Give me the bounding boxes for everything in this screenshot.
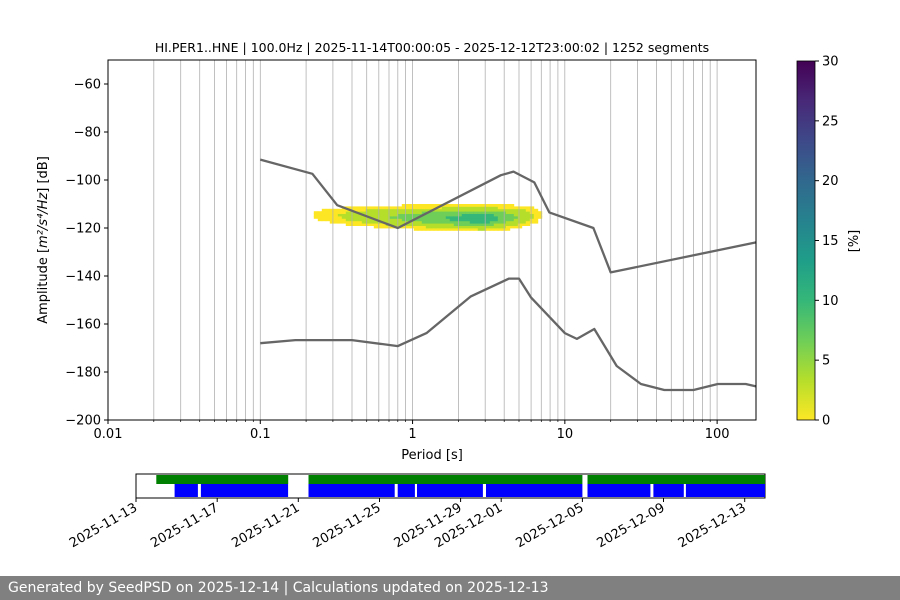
colorbar-tick-label: 30 xyxy=(822,55,839,70)
available-segment xyxy=(308,475,583,484)
x-tick-label: 0.1 xyxy=(250,427,271,442)
processed-segment xyxy=(587,484,651,497)
colorbar-tick-label: 15 xyxy=(822,234,839,249)
timeline-date-label: 2025-12-13 xyxy=(676,500,749,551)
processed-segment xyxy=(200,484,289,497)
colorbar-tick-label: 25 xyxy=(822,114,839,129)
colorbar-tick-label: 5 xyxy=(822,354,830,369)
timeline-date-label: 2025-12-05 xyxy=(513,500,586,551)
colorbar-label: [%] xyxy=(847,230,862,253)
noise-model-curves xyxy=(259,158,757,392)
chart-title: HI.PER1..HNE | 100.0Hz | 2025-11-14T00:0… xyxy=(155,40,709,55)
y-tick-label: −160 xyxy=(65,318,101,333)
processed-segment xyxy=(486,484,583,497)
data-availability-timeline: 2025-11-13 2025-11-17 2025-11-21 2025-11-25… xyxy=(67,473,766,551)
x-tick-label: 10 xyxy=(557,427,574,442)
footer-text: Generated by SeedPSD on 2025-12-14 | Cal… xyxy=(0,576,900,600)
colorbar-tick-label: 20 xyxy=(822,174,839,189)
nhnm-curve xyxy=(259,158,757,274)
timeline-date-label: 2025-11-21 xyxy=(229,500,302,551)
colorbar: 0 5 10 15 20 25 30 xyxy=(796,55,839,429)
processed-segment xyxy=(685,484,765,497)
x-axis-ticks: 0.01 0.1 1 10 100 xyxy=(94,420,730,442)
available-segment xyxy=(156,475,289,484)
y-axis-label-units: m²/s⁴/Hz xyxy=(36,192,51,248)
pdf-heatmap xyxy=(313,204,543,231)
period-gridlines xyxy=(153,60,718,420)
timeline-date-label: 2025-11-13 xyxy=(67,500,140,551)
x-axis-label: Period [s] xyxy=(401,448,463,463)
processed-segment xyxy=(417,484,483,497)
y-tick-label: −60 xyxy=(74,78,101,93)
colorbar-tick-label: 10 xyxy=(822,294,839,309)
y-axis-label-lead: Amplitude [ xyxy=(36,248,51,324)
y-axis-ticks: −60 −80 −100 −120 −140 −160 −180 −200 xyxy=(65,78,108,429)
y-tick-label: −120 xyxy=(65,222,101,237)
x-tick-label: 100 xyxy=(705,427,730,442)
colorbar-tick-label: 0 xyxy=(822,414,830,429)
available-segment xyxy=(587,475,765,484)
x-tick-label: 0.01 xyxy=(94,427,123,442)
processed-segment xyxy=(653,484,684,497)
processed-segment xyxy=(174,484,198,497)
processed-segment xyxy=(308,484,395,497)
y-tick-label: −100 xyxy=(65,174,101,189)
y-tick-label: −140 xyxy=(65,270,101,285)
x-tick-label: 1 xyxy=(408,427,416,442)
timeline-date-label: 2025-11-17 xyxy=(148,500,221,551)
colorbar-scale xyxy=(796,60,816,421)
nlnm-curve xyxy=(260,277,757,392)
timeline-date-label: 2025-12-09 xyxy=(595,500,668,551)
y-tick-label: −200 xyxy=(65,414,101,429)
y-axis-label-tail: ] [dB] xyxy=(36,156,51,193)
processed-segment xyxy=(397,484,415,497)
y-tick-label: −80 xyxy=(74,126,101,141)
timeline-date-label: 2025-11-25 xyxy=(311,500,384,551)
plot-frame xyxy=(107,59,757,421)
y-tick-label: −180 xyxy=(65,366,101,381)
y-axis-label: Amplitude [m²/s⁴/Hz] [dB] xyxy=(36,156,51,324)
